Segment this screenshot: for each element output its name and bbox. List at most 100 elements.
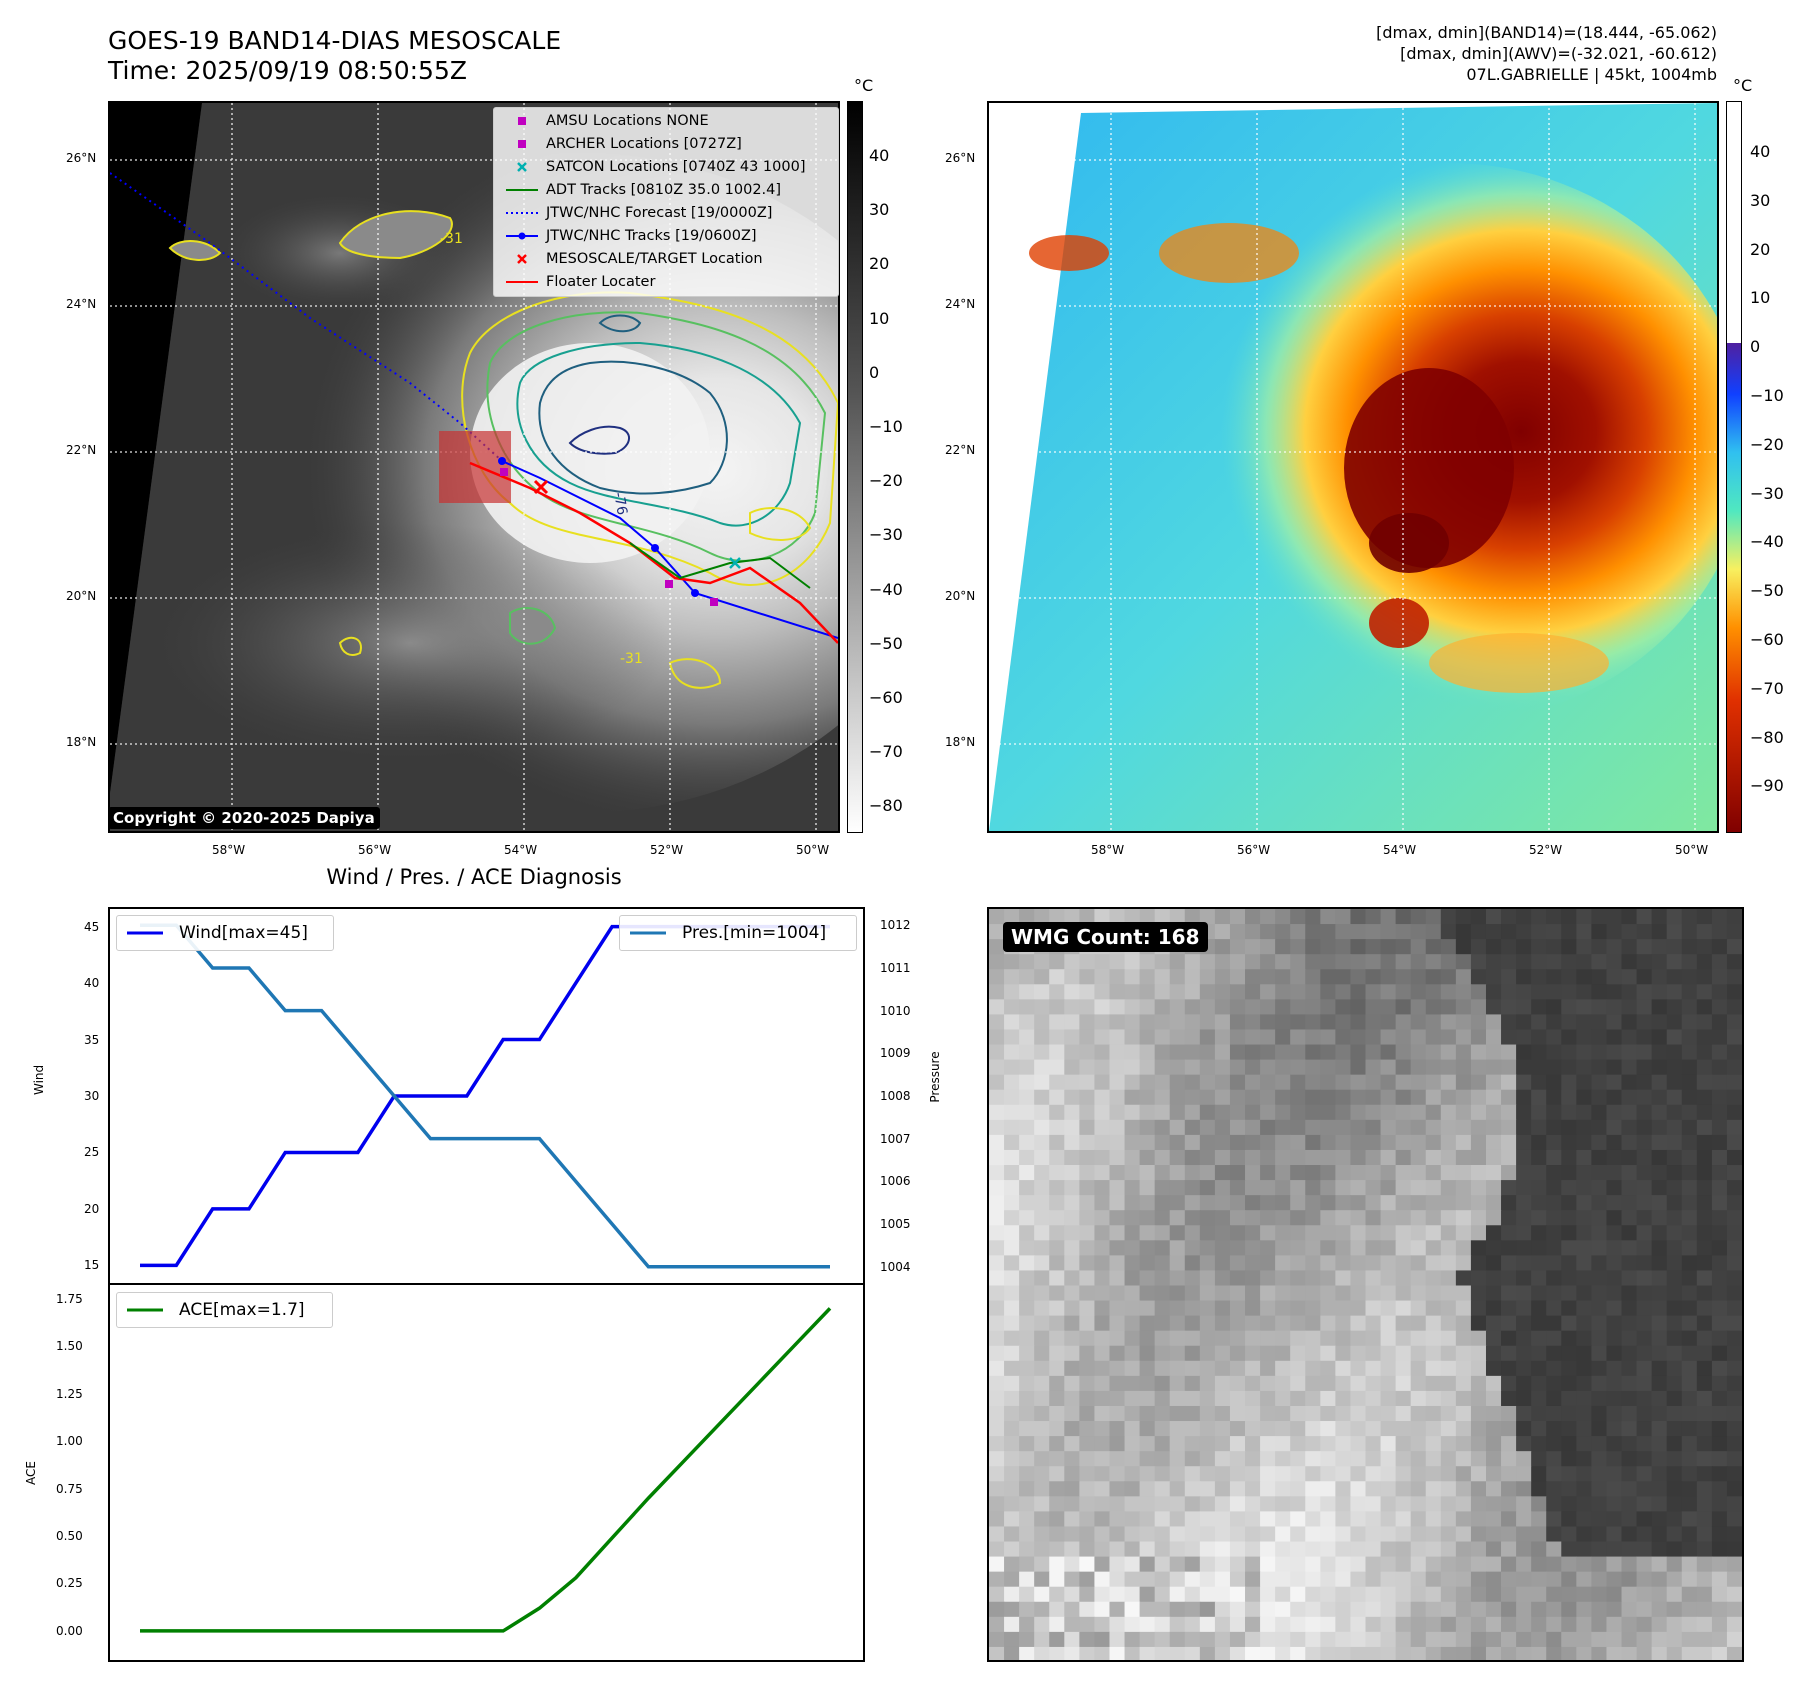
ace-legend-label: ACE[max=1.7]	[179, 1300, 305, 1320]
pressure-legend-label: Pres.[min=1004]	[682, 923, 827, 943]
x-marker-icon	[517, 162, 527, 172]
ir-colorbar-tick: −70	[869, 742, 903, 762]
info-band14-range: [dmax, dmin](BAND14)=(18.444, -65.062)	[1376, 23, 1717, 42]
ace-y-tick: 1.50	[56, 1339, 83, 1354]
awv-lon-tick: 52°W	[1529, 843, 1563, 857]
figure-title: GOES-19 BAND14-DIAS MESOSCALE Time: 2025…	[108, 26, 561, 86]
title-product: GOES-19 BAND14-DIAS MESOSCALE	[108, 26, 562, 55]
awv-colorbar-tick: −40	[1750, 532, 1784, 552]
diagnosis-title: Wind / Pres. / ACE Diagnosis	[326, 865, 622, 889]
ir-colorbar-tick: −60	[869, 688, 903, 707]
square-marker-icon	[518, 140, 526, 148]
awv-colorbar-tick: 40	[1750, 142, 1771, 161]
pressure-y-tick: 1009	[880, 1046, 911, 1061]
ace-series-line	[140, 1307, 832, 1633]
info-storm: 07L.GABRIELLE | 45kt, 1004mb	[1466, 65, 1717, 84]
awv-colorbar-tick: −80	[1750, 727, 1784, 747]
ace-y-tick: 1.25	[56, 1386, 83, 1401]
pressure-y-tick: 1012	[880, 918, 911, 933]
awv-lon-tick: 56°W	[1237, 843, 1271, 857]
pressure-y-tick: 1007	[880, 1131, 911, 1146]
ace-axis-label: ACE	[24, 1461, 38, 1485]
awv-colorbar-tick: −50	[1750, 581, 1784, 601]
wind-y-tick: 25	[84, 1145, 100, 1160]
awv-colorbar-tick: −70	[1750, 678, 1784, 698]
awv-lat-tick: 22°N	[945, 443, 976, 457]
wmg-count-badge: WMG Count: 168	[1003, 922, 1208, 952]
awv-colorbar-tick: −20	[1750, 434, 1784, 454]
title-time: Time: 2025/09/19 08:50:55Z	[108, 56, 467, 85]
wmg-grid-svg	[989, 909, 1742, 1660]
wind-pres-chart	[108, 907, 865, 1285]
awv-lon-tick: 58°W	[1091, 843, 1125, 857]
ir-colorbar-tick: −50	[869, 633, 903, 653]
pressure-y-tick: 1004	[880, 1259, 911, 1274]
ace-y-tick: 0.00	[56, 1623, 83, 1638]
line-marker-icon	[630, 931, 666, 935]
awv-map-svg	[989, 103, 1717, 831]
wind-pres-plot	[140, 923, 830, 1269]
wind-y-tick: 30	[84, 1089, 100, 1103]
ir-colorbar-tick: 40	[869, 146, 890, 165]
info-awv-range: [dmax, dmin](AWV)=(-32.021, -60.612)	[1400, 44, 1717, 63]
awv-colorbar-tick: −60	[1750, 630, 1784, 649]
wind-y-tick: 20	[84, 1201, 100, 1216]
pressure-y-tick: 1008	[880, 1089, 911, 1103]
ir-colorbar-tick: 30	[869, 200, 890, 220]
awv-colorbar-unit: °C	[1733, 76, 1753, 95]
pressure-axis-label: Pressure	[928, 1051, 942, 1103]
wmg-pixel-grid	[989, 909, 1742, 1660]
awv-colorbar-tick: −10	[1750, 386, 1784, 405]
square-marker-icon	[518, 117, 526, 125]
awv-colorbar	[1726, 101, 1742, 833]
ace-y-tick: 0.50	[56, 1529, 83, 1544]
ir-colorbar-tick: −10	[869, 417, 903, 436]
ace-legend: ACE[max=1.7]	[116, 1292, 333, 1328]
copyright-badge: Copyright © 2020-2025 Dapiya	[108, 807, 380, 829]
ace-y-tick: 1.75	[56, 1291, 83, 1306]
ir-colorbar-tick: −40	[869, 579, 903, 599]
ir-lon-tick: 50°W	[796, 843, 830, 857]
pressure-legend: Pres.[min=1004]	[619, 915, 857, 951]
ir-lon-tick: 58°W	[212, 843, 246, 857]
pressure-series-line	[140, 923, 830, 1269]
contour-label-3: -31	[620, 651, 643, 667]
ir-colorbar-tick: 10	[869, 308, 890, 328]
contour-label-2: -76	[610, 491, 630, 516]
line-dot-icon	[506, 232, 538, 240]
pressure-y-tick: 1005	[880, 1217, 911, 1232]
ir-colorbar-tick: −80	[869, 796, 903, 816]
ir-lat-tick: 24°N	[66, 297, 97, 311]
awv-colorbar-tick: 30	[1750, 190, 1771, 210]
ir-colorbar-tick: −30	[869, 525, 903, 545]
line-marker-icon	[127, 931, 163, 935]
ir-lon-tick: 56°W	[358, 843, 392, 857]
ace-y-tick: 0.75	[56, 1481, 83, 1496]
awv-lon-tick: 50°W	[1675, 843, 1709, 857]
figure-info: [dmax, dmin](BAND14)=(18.444, -65.062) […	[1376, 22, 1717, 85]
wind-series-line	[140, 924, 830, 1268]
wind-y-tick: 15	[84, 1258, 100, 1273]
wmg-grid-map	[987, 907, 1744, 1662]
ace-chart	[108, 1283, 865, 1662]
awv-colorbar-tick: 0	[1750, 337, 1761, 357]
awv-lat-tick: 24°N	[945, 297, 976, 311]
pressure-y-tick: 1010	[880, 1003, 911, 1018]
ir-colorbar-tick: 20	[869, 254, 890, 274]
ir-lat-tick: 20°N	[66, 589, 97, 603]
ir-colorbar-unit: °C	[854, 76, 874, 95]
wind-legend-label: Wind[max=45]	[179, 923, 308, 943]
x-marker-icon	[517, 254, 527, 264]
ir-colorbar-tick: −20	[869, 471, 903, 491]
awv-lon-tick: 54°W	[1383, 843, 1417, 857]
wind-y-tick: 35	[84, 1032, 100, 1047]
ir-lat-tick: 18°N	[66, 735, 97, 749]
wind-legend: Wind[max=45]	[116, 915, 334, 951]
dotted-line-icon	[506, 212, 538, 214]
awv-colorbar-tick: −30	[1750, 483, 1784, 503]
awv-colorbar-tick: 20	[1750, 239, 1771, 259]
pressure-y-tick: 1006	[880, 1174, 911, 1189]
awv-colorbar-tick: 10	[1750, 288, 1771, 308]
ace-y-tick: 0.25	[56, 1576, 83, 1591]
ir-lon-tick: 52°W	[650, 843, 684, 857]
